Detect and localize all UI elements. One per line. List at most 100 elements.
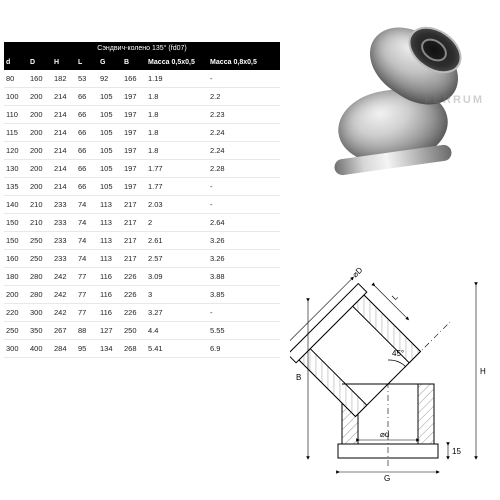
table-cell: 200 [28,124,52,141]
table-cell: 217 [122,250,146,267]
table-cell: 280 [28,268,52,285]
table-cell: 105 [98,124,122,141]
table-row: 130200214661051971.772.28 [4,160,280,178]
table-cell: 53 [76,70,98,87]
table-cell: 233 [52,232,76,249]
table-cell: 242 [52,268,76,285]
table-column-headers: d D H L G B Масса 0,5х0,5 Масса 0,8х0,5 [4,55,280,70]
table-cell: 197 [122,106,146,123]
table-cell: 226 [122,268,146,285]
table-cell: 3.26 [208,232,270,249]
watermark-text: FERRUM [425,94,484,106]
table-cell: 150 [4,232,28,249]
table-cell: 197 [122,142,146,159]
table-cell: 3.26 [208,250,270,267]
col-D: D [28,55,52,70]
table-cell: 105 [98,106,122,123]
table-cell: 200 [28,178,52,195]
table-cell: 115 [4,124,28,141]
table-cell: 180 [4,268,28,285]
table-cell: 214 [52,178,76,195]
table-cell: 300 [28,304,52,321]
table-cell: 77 [76,304,98,321]
table-cell: 233 [52,196,76,213]
table-cell: 242 [52,286,76,303]
table-cell: 268 [122,340,146,357]
table-cell: 140 [4,196,28,213]
table-cell: 200 [28,142,52,159]
table-cell: 74 [76,232,98,249]
table-cell: 6.9 [208,340,270,357]
table-cell: 74 [76,250,98,267]
table-cell: 105 [98,160,122,177]
table-cell: 116 [98,304,122,321]
table-cell: 1.19 [146,70,208,87]
table-row: 100200214661051971.82.2 [4,88,280,106]
table-cell: 1.8 [146,88,208,105]
col-mass-08: Масса 0,8х0,5 [208,55,270,70]
table-cell: 2.24 [208,124,270,141]
col-d: d [4,55,28,70]
table-cell: 2 [146,214,208,231]
table-cell: 100 [4,88,28,105]
table-cell: 113 [98,196,122,213]
dim-B: B [296,373,301,382]
table-cell: 135 [4,178,28,195]
table-cell: 120 [4,142,28,159]
table-cell: 5.55 [208,322,270,339]
table-row: 2002802427711622633.85 [4,286,280,304]
table-cell: 2.03 [146,196,208,213]
table-cell: 220 [4,304,28,321]
table-row: 300400284951342685.416.9 [4,340,280,358]
table-cell: 113 [98,250,122,267]
table-cell: 3.27 [146,304,208,321]
table-cell: 200 [28,88,52,105]
table-cell: 1.77 [146,178,208,195]
table-cell: 113 [98,232,122,249]
table-cell: 250 [28,232,52,249]
table-cell: 1.8 [146,124,208,141]
table-cell: 210 [28,214,52,231]
table-row: 135200214661051971.77- [4,178,280,196]
col-H: H [52,55,76,70]
col-G: G [98,55,122,70]
table-cell: 3 [146,286,208,303]
table-cell: 200 [28,160,52,177]
table-cell: 74 [76,214,98,231]
dim-G: G [384,474,390,482]
table-cell: 200 [4,286,28,303]
table-cell: 233 [52,214,76,231]
product-photo: FERRUM [290,12,490,222]
dim-L: L [390,292,400,302]
table-cell: 2.2 [208,88,270,105]
table-cell: 134 [98,340,122,357]
table-cell: 1.8 [146,106,208,123]
table-cell: 66 [76,106,98,123]
table-cell: 200 [28,106,52,123]
table-cell: 284 [52,340,76,357]
table-cell: 217 [122,232,146,249]
table-cell: 250 [122,322,146,339]
table-cell: 5.41 [146,340,208,357]
table-cell: 66 [76,88,98,105]
table-cell: 2.57 [146,250,208,267]
table-cell: 280 [28,286,52,303]
table-row: 160250233741132172.573.26 [4,250,280,268]
table-cell: - [208,304,270,321]
table-cell: 214 [52,160,76,177]
table-cell: 182 [52,70,76,87]
table-cell: 214 [52,88,76,105]
table-cell: 233 [52,250,76,267]
table-row: 8016018253921661.19- [4,70,280,88]
table-cell: 105 [98,142,122,159]
table-cell: 2.61 [146,232,208,249]
technical-drawing: 45° L 15 ⌀D B H G ⌀d 15 [290,244,494,482]
table-cell: 267 [52,322,76,339]
table-cell: 217 [122,214,146,231]
table-cell: 66 [76,178,98,195]
table-cell: - [208,178,270,195]
table-cell: 4.4 [146,322,208,339]
table-cell: 105 [98,178,122,195]
table-row: 150250233741132172.613.26 [4,232,280,250]
table-cell: 2.24 [208,142,270,159]
